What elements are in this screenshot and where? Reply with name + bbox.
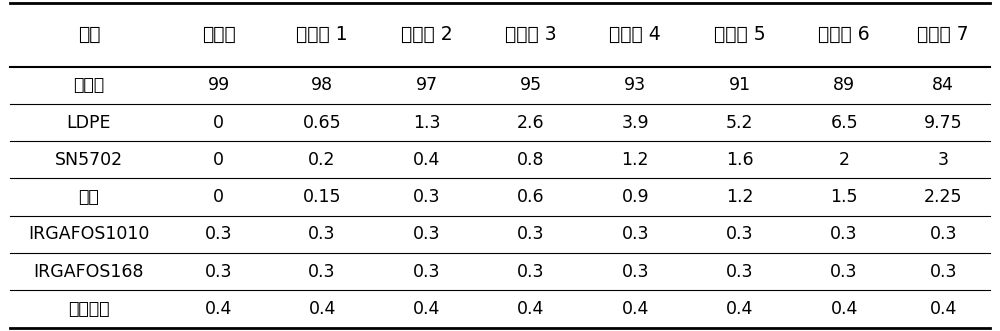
Text: 0.4: 0.4 <box>726 300 753 318</box>
Text: 实施例 1: 实施例 1 <box>296 25 348 44</box>
Text: 组分: 组分 <box>78 25 100 44</box>
Text: 0.4: 0.4 <box>517 300 545 318</box>
Text: 0.3: 0.3 <box>622 225 649 243</box>
Text: IRGAFOS1010: IRGAFOS1010 <box>28 225 150 243</box>
Text: 0: 0 <box>213 114 224 131</box>
Text: 0.2: 0.2 <box>308 151 336 169</box>
Text: 硅油: 硅油 <box>78 188 99 206</box>
Text: 91: 91 <box>729 76 751 94</box>
Text: 0.3: 0.3 <box>929 225 957 243</box>
Text: 1.5: 1.5 <box>830 188 858 206</box>
Text: 0.3: 0.3 <box>622 263 649 281</box>
Text: 0.3: 0.3 <box>205 263 233 281</box>
Text: 0.4: 0.4 <box>413 300 440 318</box>
Text: 0: 0 <box>213 188 224 206</box>
Text: 84: 84 <box>932 76 954 94</box>
Text: 5.2: 5.2 <box>726 114 753 131</box>
Text: 0.3: 0.3 <box>413 188 440 206</box>
Text: 0.3: 0.3 <box>413 263 440 281</box>
Text: 聚甲醛: 聚甲醛 <box>73 76 104 94</box>
Text: 99: 99 <box>208 76 230 94</box>
Text: 93: 93 <box>624 76 646 94</box>
Text: 实施例 3: 实施例 3 <box>505 25 557 44</box>
Text: 实施例 7: 实施例 7 <box>917 25 969 44</box>
Text: 3: 3 <box>938 151 949 169</box>
Text: 0.3: 0.3 <box>830 263 858 281</box>
Text: 1.6: 1.6 <box>726 151 753 169</box>
Text: 0.4: 0.4 <box>205 300 232 318</box>
Text: 0.4: 0.4 <box>830 300 858 318</box>
Text: 1.3: 1.3 <box>413 114 440 131</box>
Text: 实施例 4: 实施例 4 <box>609 25 661 44</box>
Text: 0.3: 0.3 <box>517 225 545 243</box>
Text: 0.3: 0.3 <box>308 225 336 243</box>
Text: 3.9: 3.9 <box>621 114 649 131</box>
Text: 对比例: 对比例 <box>202 25 236 44</box>
Text: 0.3: 0.3 <box>205 225 233 243</box>
Text: 实施例 5: 实施例 5 <box>714 25 765 44</box>
Text: 2: 2 <box>839 151 850 169</box>
Text: 89: 89 <box>833 76 855 94</box>
Text: IRGAFOS168: IRGAFOS168 <box>34 263 144 281</box>
Text: 0.3: 0.3 <box>830 225 858 243</box>
Text: 0.9: 0.9 <box>621 188 649 206</box>
Text: 95: 95 <box>520 76 542 94</box>
Text: 三聚氰胺: 三聚氰胺 <box>68 300 110 318</box>
Text: 2.25: 2.25 <box>924 188 962 206</box>
Text: 97: 97 <box>415 76 438 94</box>
Text: 0.6: 0.6 <box>517 188 545 206</box>
Text: 0.3: 0.3 <box>308 263 336 281</box>
Text: 1.2: 1.2 <box>622 151 649 169</box>
Text: 0.4: 0.4 <box>622 300 649 318</box>
Text: 0.15: 0.15 <box>303 188 341 206</box>
Text: 1.2: 1.2 <box>726 188 753 206</box>
Text: 0.4: 0.4 <box>308 300 336 318</box>
Text: SN5702: SN5702 <box>55 151 123 169</box>
Text: 0.3: 0.3 <box>517 263 545 281</box>
Text: 0: 0 <box>213 151 224 169</box>
Text: 0.3: 0.3 <box>413 225 440 243</box>
Text: 实施例 6: 实施例 6 <box>818 25 870 44</box>
Text: 0.8: 0.8 <box>517 151 545 169</box>
Text: 9.75: 9.75 <box>924 114 962 131</box>
Text: 2.6: 2.6 <box>517 114 545 131</box>
Text: 0.3: 0.3 <box>726 263 753 281</box>
Text: 0.65: 0.65 <box>303 114 341 131</box>
Text: 0.3: 0.3 <box>726 225 753 243</box>
Text: 0.3: 0.3 <box>929 263 957 281</box>
Text: 实施例 2: 实施例 2 <box>401 25 452 44</box>
Text: 0.4: 0.4 <box>413 151 440 169</box>
Text: 98: 98 <box>311 76 333 94</box>
Text: LDPE: LDPE <box>67 114 111 131</box>
Text: 6.5: 6.5 <box>830 114 858 131</box>
Text: 0.4: 0.4 <box>929 300 957 318</box>
